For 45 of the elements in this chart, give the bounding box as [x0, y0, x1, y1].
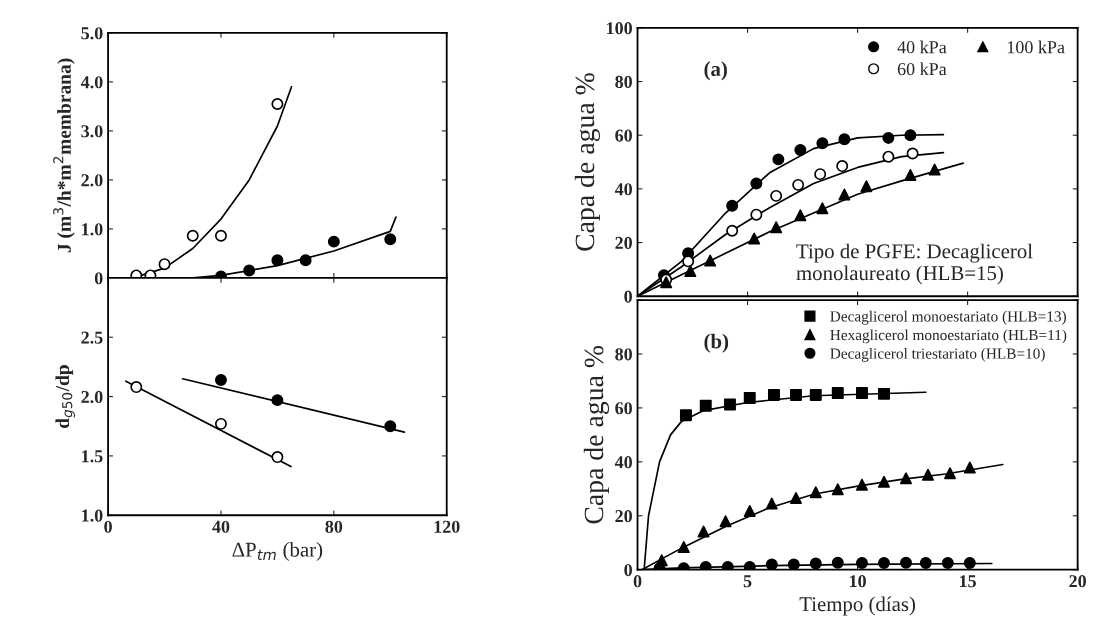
x-tick-label: 80 — [325, 520, 343, 533]
y-tick-label: 60 — [615, 402, 632, 415]
y-tick-label: 1.0 — [82, 223, 103, 236]
y-axis-title: Capa de agua % — [583, 345, 610, 524]
x-axis-title: ΔP$_{tm}$ (bar) — [232, 542, 323, 561]
y-axis-title: J (m$^{3}$/h*m$^{2}$membrana) — [53, 58, 75, 253]
x-tick-label: 15 — [960, 575, 976, 588]
legend-label: 100 kPa — [1007, 40, 1065, 54]
y-tick-label: 0 — [94, 272, 103, 285]
legend-label: Decaglicerol triestariato (HLB=10) — [830, 347, 1045, 362]
x-tick-label: 120 — [434, 520, 460, 533]
annotation: (b) — [704, 333, 729, 353]
y-tick-label: 0 — [624, 290, 632, 303]
y-tick-label: 1.5 — [82, 450, 103, 463]
y-tick-label: 20 — [615, 510, 632, 523]
y-tick-label: 80 — [615, 75, 632, 88]
y-tick-label: 2.0 — [81, 390, 103, 404]
y-tick-label: 5.0 — [81, 27, 103, 40]
y-tick-label: 2.0 — [81, 174, 103, 187]
legend-label: Hexaglicerol monoestariato (HLB=11) — [830, 329, 1067, 344]
x-tick-label: 0 — [104, 520, 112, 533]
y-axis-title: d$_{g50}$/dp — [55, 365, 75, 429]
x-tick-label: 5 — [743, 575, 752, 588]
y-tick-label: 3.0 — [81, 125, 103, 138]
y-tick-label: 100 — [607, 22, 632, 35]
y-axis-title: Capa de agua % — [574, 73, 601, 251]
y-tick-label: 20 — [615, 236, 632, 250]
y-tick-label: 4.0 — [80, 76, 103, 89]
x-tick-label: 10 — [850, 575, 866, 588]
annotation: (a) — [704, 61, 727, 81]
y-tick-label: 80 — [615, 348, 632, 361]
legend-label: 60 kPa — [897, 62, 947, 76]
x-axis-title: Tiempo (días) — [799, 596, 916, 616]
y-tick-label: 40 — [614, 456, 632, 469]
y-tick-label: 0 — [624, 563, 632, 577]
legend-label: 40 kPa — [897, 40, 947, 54]
y-tick-label: 60 — [615, 129, 632, 142]
x-tick-label: 20 — [1069, 575, 1086, 588]
legend-label: Decaglicerol monoestariato (HLB=13) — [830, 310, 1066, 325]
x-tick-label: 40 — [212, 520, 230, 533]
y-tick-label: 40 — [614, 183, 632, 196]
y-tick-label: 1.0 — [82, 509, 103, 522]
annotation: Tipo de PGFE: Decaglicerol monolaureato (HLB=15) — [796, 243, 1033, 285]
y-tick-label: 2.5 — [81, 331, 103, 344]
x-tick-label: 0 — [633, 575, 642, 588]
